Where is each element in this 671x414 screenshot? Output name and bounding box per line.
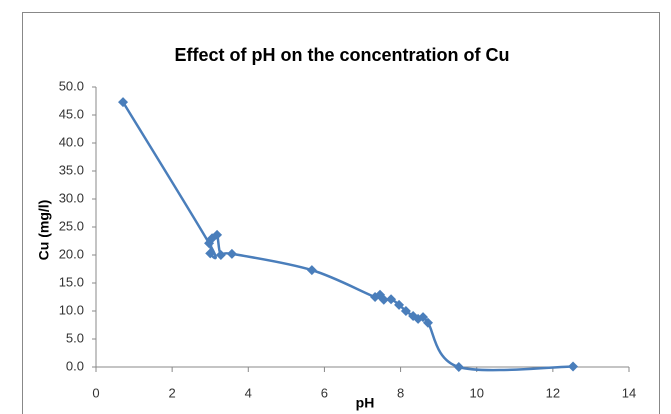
x-tick-label: 8 (397, 385, 404, 400)
x-tick-label: 4 (245, 385, 252, 400)
marker (212, 229, 223, 240)
y-tick-label: 25.0 (59, 218, 84, 233)
y-tick-label: 15.0 (59, 274, 84, 289)
x-tick-label: 10 (469, 385, 483, 400)
y-tick-label: 30.0 (59, 190, 84, 205)
y-axis-title: Cu (mg/l) (36, 200, 52, 261)
marker (226, 248, 237, 259)
marker (418, 312, 429, 323)
marker (422, 317, 433, 328)
y-tick-label: 10.0 (59, 302, 84, 317)
marker (394, 299, 405, 310)
marker (118, 97, 129, 108)
y-tick-label: 35.0 (59, 162, 84, 177)
chart-title: Effect of pH on the concentration of Cu (175, 45, 510, 65)
chart-border (22, 12, 660, 414)
y-tick-label: 45.0 (59, 106, 84, 121)
marker (378, 294, 389, 305)
marker (400, 306, 411, 316)
y-tick-label: 50.0 (59, 78, 84, 93)
marker (386, 294, 397, 305)
y-tick-label: 40.0 (59, 134, 84, 149)
x-axis-title: pH (356, 395, 375, 411)
marker (215, 250, 226, 260)
y-tick-label: 20.0 (59, 246, 84, 261)
marker (453, 362, 464, 372)
x-tick-label: 14 (622, 385, 636, 400)
marker (205, 248, 216, 259)
x-tick-label: 2 (169, 385, 176, 400)
x-tick-label: 0 (92, 385, 99, 400)
x-tick-label: 6 (321, 385, 328, 400)
marker (568, 361, 579, 372)
y-tick-label: 5.0 (66, 330, 84, 345)
y-tick-label: 0.0 (66, 358, 84, 373)
marker (306, 265, 317, 276)
x-tick-label: 12 (546, 385, 560, 400)
